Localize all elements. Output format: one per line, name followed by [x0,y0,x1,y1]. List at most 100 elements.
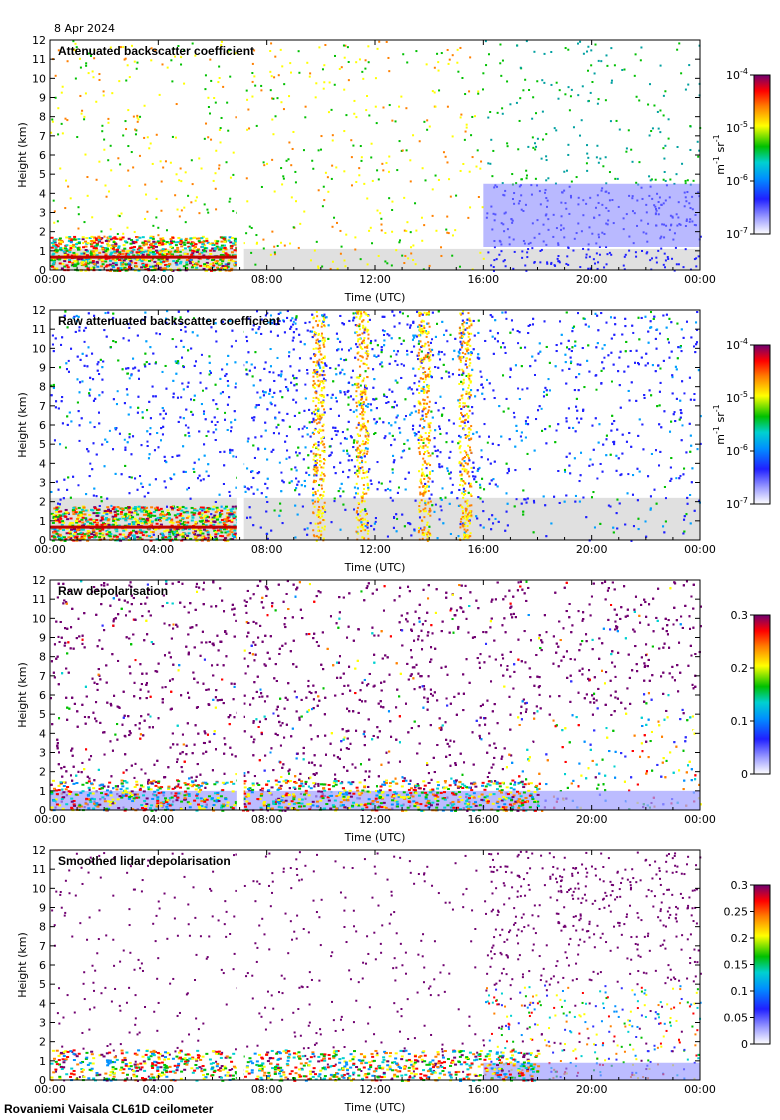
y-tick-label: 10 [32,882,46,895]
aerosol-layer [483,183,700,247]
y-tick-label: 5 [39,708,46,721]
colorbar-tick-exponent: -5 [740,390,748,399]
colorbar-tick-exponent: -6 [740,173,748,182]
panel-title: Raw depolarisation [58,584,168,598]
colorbar-tick-label: 0.1 [731,715,749,728]
unit-part: sr [714,142,727,156]
colorbar-tick-label: 0.3 [731,879,749,892]
x-tick-label: 20:00 [576,813,608,826]
y-tick-label: 11 [32,53,46,66]
y-tick-label: 11 [32,323,46,336]
colorbar-tick-label: 10-7 [726,226,748,241]
y-tick-label: 11 [32,863,46,876]
unit-exponent: -1 [712,426,721,434]
colorbar [753,74,771,235]
y-tick-label: 7 [39,400,46,413]
y-tick-label: 0 [39,264,46,277]
y-tick-label: 0 [39,804,46,817]
panel-title: Smoothed lidar depolarisation [58,854,231,868]
colorbar-tick-label: 0.1 [731,985,749,998]
y-axis-label: Height (km) [16,662,29,728]
colorbar-tick-label: 0.3 [731,609,749,622]
heatmap-cells [50,580,702,812]
unit-part: m [714,164,727,175]
colorbar-tick-exponent: -7 [740,226,748,235]
plot-area [50,850,700,1080]
y-tick-label: 8 [39,921,46,934]
data-gap [236,40,244,270]
y-tick-label: 9 [39,632,46,645]
x-tick-label: 00:00 [34,273,66,286]
y-tick-label: 3 [39,747,46,760]
y-tick-label: 1 [39,785,46,798]
y-tick-label: 7 [39,130,46,143]
y-tick-label: 5 [39,978,46,991]
data-gap [236,580,244,810]
colorbar-tick-exponent: -4 [740,67,748,76]
x-tick-label: 12:00 [359,543,391,556]
colorbar-unit: m-1 sr-1 [712,134,727,174]
colorbar-tick-exponent: -7 [740,496,748,505]
y-tick-label: 3 [39,207,46,220]
plot-area [50,580,700,810]
y-tick-label: 8 [39,381,46,394]
colorbar-tick-label: 10-6 [726,173,748,188]
y-axis-label: Height (km) [16,122,29,188]
x-tick-label: 16:00 [467,273,499,286]
y-tick-label: 2 [39,226,46,239]
x-tick-label: 04:00 [142,1083,174,1096]
y-tick-label: 0 [39,534,46,547]
x-tick-label: 16:00 [467,1083,499,1096]
x-axis-label: Time (UTC) [344,1101,406,1114]
y-tick-label: 5 [39,438,46,451]
date-label: 8 Apr 2024 [54,22,115,35]
colorbar-tick-exponent: -6 [740,443,748,452]
x-tick-label: 20:00 [576,273,608,286]
unit-exponent: -1 [712,134,721,142]
colorbar [753,344,771,505]
y-tick-label: 8 [39,111,46,124]
colorbar-tick-label: 0.2 [731,662,749,675]
colorbar-tick-label: 10-6 [726,443,748,458]
colorbar-tick-label: 0.25 [724,906,749,919]
y-tick-label: 6 [39,419,46,432]
x-tick-label: 20:00 [576,1083,608,1096]
x-tick-label: 12:00 [359,813,391,826]
x-tick-label: 00:00 [34,813,66,826]
y-tick-label: 3 [39,1017,46,1030]
x-tick-label: 04:00 [142,543,174,556]
cloud-base-band [50,525,240,529]
y-tick-label: 9 [39,902,46,915]
colorbar-tick-label: 10-4 [726,67,748,82]
y-tick-label: 4 [39,727,46,740]
y-tick-label: 2 [39,496,46,509]
colorbar-tick-label: 0.15 [724,959,749,972]
x-tick-label: 04:00 [142,273,174,286]
y-tick-label: 9 [39,362,46,375]
colorbar-unit: m-1 sr-1 [712,404,727,444]
y-tick-label: 6 [39,689,46,702]
x-tick-label: 08:00 [251,813,283,826]
x-tick-label: 00:00 [684,543,716,556]
colorbar-tick-label: 10-5 [726,120,748,135]
x-tick-label: 20:00 [576,543,608,556]
data-gap [236,310,244,540]
colorbar-tick-label: 0 [741,768,748,781]
x-tick-label: 08:00 [251,1083,283,1096]
x-tick-label: 00:00 [684,1083,716,1096]
x-tick-label: 00:00 [34,543,66,556]
y-tick-label: 12 [32,304,46,317]
y-tick-label: 1 [39,515,46,528]
unit-exponent: -1 [712,156,721,164]
unit-part: m [714,434,727,445]
x-tick-label: 08:00 [251,543,283,556]
heatmap-cells [50,40,702,272]
y-tick-label: 2 [39,766,46,779]
x-tick-label: 12:00 [359,1083,391,1096]
